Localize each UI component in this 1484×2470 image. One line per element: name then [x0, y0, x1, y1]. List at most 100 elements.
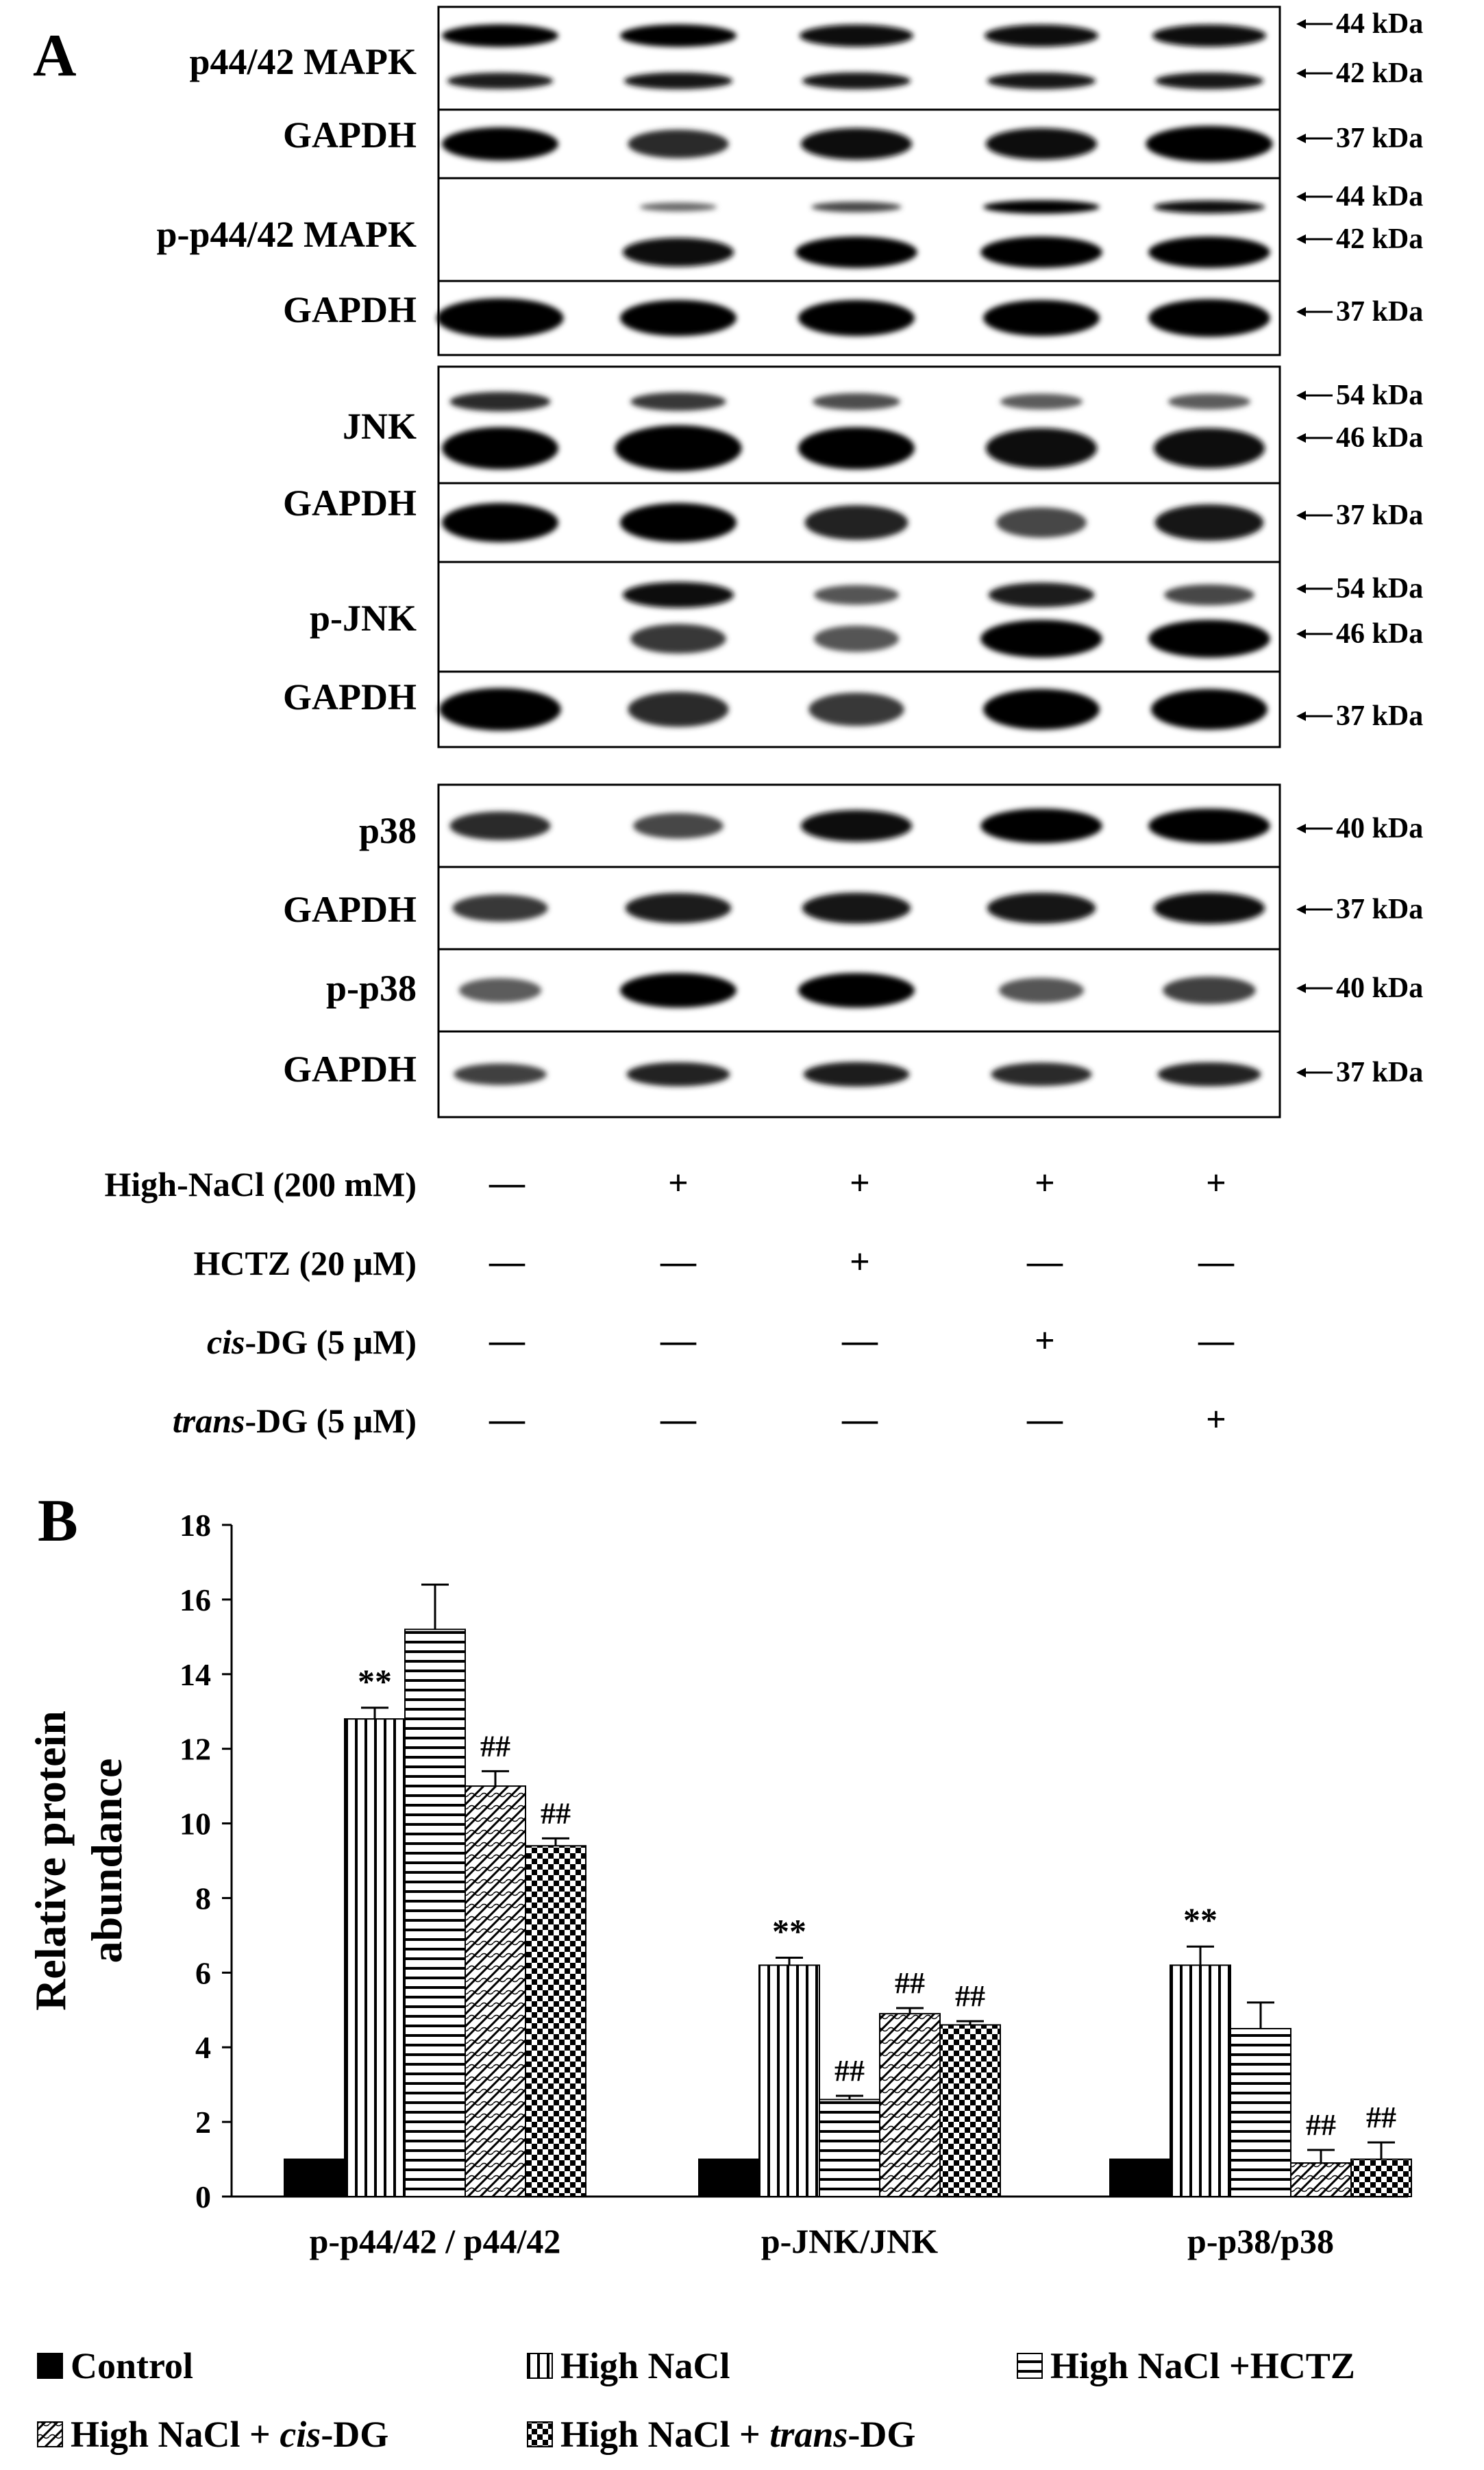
blot-strip	[437, 948, 1281, 1033]
panel-a-label: A	[33, 23, 77, 89]
significance-annotation: **	[1183, 1900, 1217, 1939]
treatment-sign: +	[668, 1164, 689, 1203]
blot-strip	[437, 670, 1281, 748]
protein-band	[983, 299, 1100, 337]
bar	[1290, 2162, 1352, 2197]
protein-band	[1157, 1062, 1261, 1087]
marker: 44 kDa	[1296, 8, 1423, 40]
protein-band	[983, 689, 1100, 730]
marker-label: 46 kDa	[1336, 422, 1423, 454]
y-tick-label: 12	[180, 1732, 211, 1767]
treatment-sign: +	[1206, 1164, 1226, 1203]
blot-frame	[437, 866, 1281, 951]
blot-label: GAPDH	[283, 114, 417, 156]
protein-band	[449, 391, 551, 412]
protein-band	[442, 127, 558, 161]
bar	[879, 2013, 941, 2197]
western-blot-panel	[436, 5, 1281, 1118]
y-axis-title: Relative protein abundance	[26, 1711, 131, 2011]
blot-label: p-p38	[326, 968, 417, 1009]
arrow-head-icon	[1296, 629, 1306, 639]
treatment-sign: —	[660, 1321, 697, 1360]
blot-label: GAPDH	[283, 889, 417, 930]
marker: 54 kDa	[1296, 380, 1423, 411]
protein-band	[442, 24, 558, 47]
marker: 37 kDa	[1296, 894, 1423, 925]
treatment-sign: —	[489, 1164, 525, 1203]
blot-strip	[436, 280, 1281, 356]
protein-band	[1152, 24, 1267, 47]
bar	[525, 1845, 586, 2197]
legend-swatch	[1017, 2353, 1043, 2379]
blot-label: p38	[359, 810, 417, 851]
bar	[698, 2158, 760, 2198]
blot-label: GAPDH	[283, 482, 417, 524]
treatment-sign: +	[1206, 1400, 1226, 1439]
marker: 37 kDa	[1296, 500, 1423, 531]
treatment-sign: +	[1035, 1164, 1055, 1203]
protein-band	[996, 507, 1087, 538]
arrow-head-icon	[1296, 307, 1306, 317]
legend-swatch	[527, 2421, 553, 2447]
marker: 46 kDa	[1296, 422, 1423, 454]
marker: 37 kDa	[1296, 123, 1423, 154]
arrow-head-icon	[1296, 824, 1306, 833]
protein-band	[985, 127, 1098, 160]
protein-band	[991, 1062, 1092, 1086]
marker-label: 46 kDa	[1336, 618, 1423, 650]
protein-band	[1167, 393, 1251, 410]
significance-annotation: ##	[541, 1796, 571, 1830]
protein-band	[795, 236, 917, 268]
marker: 42 kDa	[1296, 58, 1423, 89]
treatment-sign: —	[489, 1243, 525, 1282]
marker-label: 42 kDa	[1336, 58, 1423, 89]
significance-annotation: ##	[480, 1729, 510, 1763]
protein-band	[623, 72, 733, 90]
legend-label: High NaCl + trans-DG	[560, 2414, 915, 2455]
protein-band	[620, 299, 737, 337]
marker-label: 42 kDa	[1336, 223, 1423, 255]
protein-band	[1148, 236, 1270, 268]
arrow-head-icon	[1296, 69, 1306, 78]
protein-band	[980, 236, 1102, 268]
protein-band	[1148, 808, 1270, 844]
protein-band	[454, 1063, 547, 1086]
treatment-sign: —	[489, 1400, 525, 1439]
blot-label: GAPDH	[283, 676, 417, 718]
protein-band	[798, 427, 915, 469]
protein-band	[625, 893, 732, 923]
treatment-sign: —	[1198, 1321, 1235, 1360]
protein-band	[622, 582, 734, 608]
y-tick-label: 18	[180, 1508, 211, 1543]
protein-band	[447, 73, 554, 89]
protein-band	[980, 808, 1102, 844]
treatment-label: High-NaCl (200 mM)	[105, 1165, 417, 1203]
marker-label: 37 kDa	[1336, 1057, 1423, 1088]
bar-chart: 0 2 4 6 8 10 12 14 16 18 Relative protein abundance…	[26, 1508, 1412, 2260]
blot-strip	[437, 1030, 1281, 1118]
protein-band	[985, 428, 1098, 469]
protein-band	[813, 585, 900, 605]
x-tick-label: p-p44/42 / p44/42	[310, 2222, 561, 2260]
protein-band	[442, 502, 558, 543]
blot-strip	[437, 108, 1281, 180]
protein-band	[622, 238, 734, 267]
marker-label: 37 kDa	[1336, 123, 1423, 154]
protein-band	[1151, 689, 1267, 730]
protein-band	[811, 201, 902, 212]
protein-band	[620, 502, 737, 543]
protein-band	[813, 625, 900, 652]
protein-band	[798, 973, 915, 1008]
treatment-sign: —	[489, 1321, 525, 1360]
marker: 37 kDa	[1296, 1057, 1423, 1088]
protein-band	[620, 973, 737, 1008]
marker: 40 kDa	[1296, 813, 1423, 844]
legend-item: Control	[37, 2345, 193, 2386]
legend-item: High NaCl	[527, 2345, 730, 2386]
treatment-label: HCTZ (20 μM)	[193, 1244, 417, 1282]
significance-annotation: ##	[955, 1979, 985, 2013]
marker-label: 37 kDa	[1336, 500, 1423, 531]
bar	[939, 2024, 1001, 2198]
marker-label: 54 kDa	[1336, 573, 1423, 604]
marker-label: 40 kDa	[1336, 813, 1423, 844]
